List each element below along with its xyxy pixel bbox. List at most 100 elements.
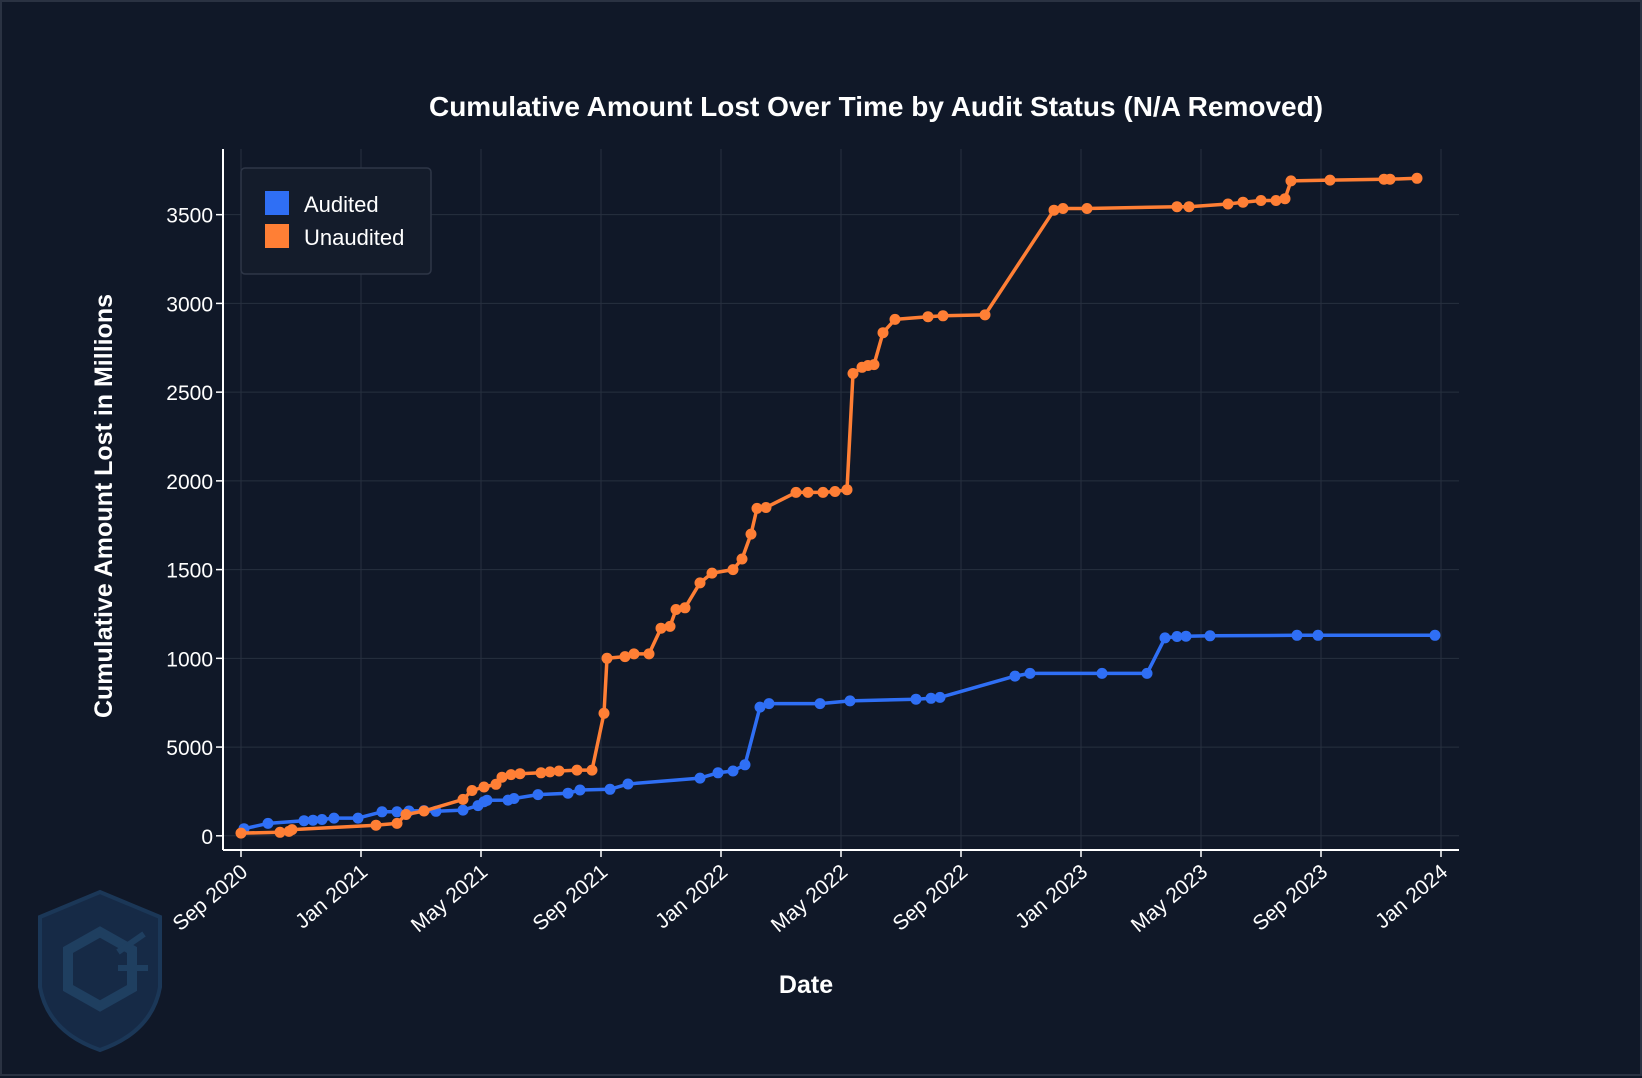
data-point-audited — [376, 806, 388, 818]
data-point-audited — [1171, 631, 1183, 642]
data-point-audited — [532, 789, 544, 801]
y-tick-label: 0 — [201, 826, 213, 849]
series-audited — [238, 629, 1441, 835]
data-point-unaudited — [478, 781, 490, 793]
data-point-unaudited — [802, 486, 814, 498]
data-point-unaudited — [571, 764, 583, 776]
data-point-unaudited — [598, 707, 610, 719]
brand-logo-watermark — [38, 889, 162, 1053]
data-point-audited — [481, 794, 493, 806]
data-point-audited — [763, 698, 775, 710]
data-point-audited — [1180, 630, 1192, 642]
data-point-unaudited — [1171, 201, 1183, 213]
data-point-unaudited — [655, 622, 667, 634]
data-point-unaudited — [1285, 175, 1297, 187]
data-point-unaudited — [1081, 203, 1093, 214]
legend-box — [240, 167, 432, 275]
data-point-audited — [352, 812, 364, 824]
data-point-unaudited — [601, 652, 613, 664]
data-point-unaudited — [889, 313, 901, 325]
data-point-audited — [574, 784, 586, 796]
x-tick-label: Sep 2022 — [889, 860, 973, 935]
data-point-audited — [739, 759, 751, 771]
data-point-unaudited — [505, 769, 517, 781]
data-point-audited — [316, 814, 328, 825]
y-tick-label: 1000 — [166, 648, 213, 671]
data-point-unaudited — [868, 359, 880, 371]
y-tick-label: 3000 — [166, 293, 213, 316]
data-point-audited — [844, 695, 856, 707]
data-point-unaudited — [1384, 173, 1396, 185]
x-tick-label: Sep 2023 — [1249, 860, 1333, 935]
y-axis-label: Cumulative Amount Lost in Millions — [90, 294, 118, 718]
data-point-audited — [298, 815, 310, 827]
data-point-audited — [1291, 629, 1303, 641]
data-point-unaudited — [1183, 201, 1195, 213]
data-point-unaudited — [922, 311, 934, 323]
legend-swatch-audited — [265, 191, 289, 215]
data-point-unaudited — [745, 528, 757, 540]
data-point-unaudited — [1057, 203, 1069, 214]
data-point-unaudited — [679, 602, 691, 614]
legend-swatch-unaudited — [265, 224, 289, 248]
data-point-unaudited — [1255, 195, 1267, 206]
data-point-audited — [1204, 630, 1216, 642]
data-point-unaudited — [514, 768, 526, 780]
x-tick-label: May 2022 — [767, 860, 852, 937]
data-point-unaudited — [790, 486, 802, 498]
data-series — [235, 172, 1441, 839]
data-point-unaudited — [736, 553, 748, 565]
data-point-unaudited — [1237, 196, 1249, 208]
y-tick-label: 5000 — [166, 737, 213, 760]
data-point-unaudited — [628, 648, 640, 660]
data-point-unaudited — [274, 826, 286, 838]
x-tick-label: Jan 2021 — [291, 860, 372, 933]
y-axis-ticks: 0 5000 1000 1500 2000 2500 3000 3500 — [166, 205, 223, 849]
data-point-audited — [307, 814, 319, 826]
data-point-audited — [694, 772, 706, 784]
data-point-audited — [1429, 629, 1441, 641]
data-point-unaudited — [457, 793, 469, 805]
data-point-unaudited — [1222, 198, 1234, 210]
data-point-unaudited — [496, 771, 508, 783]
data-point-unaudited — [937, 310, 949, 322]
data-point-unaudited — [418, 805, 430, 817]
data-point-audited — [457, 804, 469, 816]
data-point-unaudited — [877, 327, 889, 339]
legend-label-unaudited: Unaudited — [304, 225, 404, 250]
data-point-unaudited — [979, 309, 991, 321]
data-point-unaudited — [391, 817, 403, 829]
y-tick-label: 2500 — [166, 382, 213, 405]
data-point-audited — [1159, 632, 1171, 644]
x-tick-label: Jan 2023 — [1011, 860, 1092, 933]
data-point-unaudited — [841, 484, 853, 496]
y-tick-label: 3500 — [166, 205, 213, 228]
series-line-audited — [243, 633, 1435, 831]
data-point-unaudited — [760, 502, 772, 513]
chart-title: Cumulative Amount Lost Over Time by Audi… — [429, 91, 1323, 122]
data-point-unaudited — [400, 809, 412, 820]
y-tick-label: 1500 — [166, 560, 213, 583]
data-point-unaudited — [847, 368, 859, 379]
x-tick-label: Jan 2022 — [651, 860, 732, 933]
data-point-unaudited — [751, 502, 763, 514]
data-point-unaudited — [706, 567, 718, 579]
x-tick-label: May 2023 — [1127, 860, 1212, 937]
legend: Audited Unaudited — [240, 167, 432, 275]
data-point-unaudited — [694, 577, 706, 589]
x-tick-label: Jan 2024 — [1371, 860, 1452, 933]
data-point-audited — [727, 765, 739, 777]
data-point-unaudited — [643, 648, 655, 660]
data-point-unaudited — [727, 564, 739, 576]
data-point-audited — [1024, 667, 1036, 679]
data-point-unaudited — [670, 604, 682, 615]
series-unaudited — [235, 172, 1423, 839]
data-point-unaudited — [1324, 174, 1336, 186]
data-point-unaudited — [544, 766, 556, 778]
series-line-unaudited — [240, 176, 1418, 835]
data-point-unaudited — [466, 785, 478, 796]
data-point-unaudited — [535, 767, 547, 779]
y-tick-label: 2000 — [166, 471, 213, 494]
x-axis-label: Date — [779, 971, 833, 999]
